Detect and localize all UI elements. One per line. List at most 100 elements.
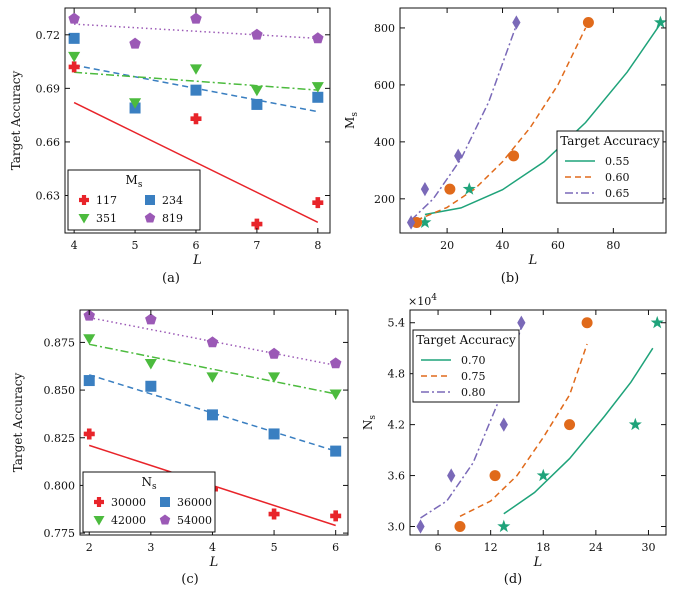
point-117-3: [312, 197, 324, 209]
panel-caption: (d): [504, 572, 522, 587]
x-tick-label: 30: [641, 541, 655, 554]
y-tick-label: 3.6: [388, 470, 406, 483]
legend: Target Accuracy 0.70 0.75 0.80: [412, 329, 520, 403]
x-tick-label: 3: [147, 541, 154, 554]
fit-line-351: [74, 71, 318, 91]
y-tick-label: 0.775: [44, 527, 76, 540]
point-42000-3: [268, 372, 281, 383]
point-30000-3: [268, 508, 280, 520]
legend-label-36000: 36000: [177, 496, 212, 509]
point-234-2: [190, 84, 202, 96]
point-0.60-3: [582, 17, 594, 29]
legend-label-351: 351: [96, 212, 117, 225]
legend: Ms 117 234 351 819: [67, 169, 201, 231]
x-tick-label: 6: [192, 239, 199, 252]
y-tick-label: 0.66: [36, 136, 61, 149]
point-42000-1: [144, 358, 157, 370]
legend-box: [412, 329, 520, 403]
point-36000-0: [83, 375, 95, 387]
x-tick-label: 4: [71, 239, 78, 252]
y-tick-label: 400: [374, 136, 395, 149]
chart-panel-c: 2 3 4 5 6 0.775 0.800 0.825 0.850 0.875 L Target Ac…: [11, 309, 349, 587]
legend-marker-36000: [160, 497, 170, 507]
x-axis-label: L: [528, 253, 538, 268]
x-axis-label: L: [209, 555, 219, 570]
point-0.65-2: [454, 148, 463, 163]
y-tick-label: 4.2: [388, 419, 406, 432]
point-117-1: [190, 113, 202, 125]
x-tick-label: 12: [484, 541, 498, 554]
point-0.55-2: [653, 15, 667, 29]
x-axis-label: L: [533, 555, 543, 570]
point-0.60-2: [508, 150, 520, 162]
point-0.80-3: [517, 315, 526, 330]
legend-label-234: 234: [162, 194, 183, 207]
legend-box: [556, 130, 664, 204]
legend-label-30000: 30000: [111, 496, 146, 509]
y-tick-label: 0.72: [36, 29, 61, 42]
fit-line-36000: [88, 374, 336, 452]
point-42000-4: [329, 389, 342, 400]
fit-line-0.55: [424, 23, 662, 216]
legend-label-0.80: 0.80: [461, 386, 486, 399]
point-0.70-0: [497, 519, 511, 533]
legend-label-0.75: 0.75: [461, 370, 486, 383]
point-42000-2: [206, 372, 219, 383]
point-0.80-0: [416, 519, 425, 534]
legend-label-54000: 54000: [177, 514, 212, 527]
legend-title: Target Accuracy: [416, 333, 516, 347]
y-tick-label: 5.4: [388, 317, 406, 330]
point-0.60-1: [444, 183, 456, 195]
point-0.80-2: [499, 417, 508, 432]
x-tick-label: 40: [496, 239, 510, 252]
y-tick-label: 200: [374, 193, 395, 206]
legend-title: Ns: [141, 475, 157, 492]
panel-caption: (b): [501, 271, 519, 286]
y-tick-label: 800: [374, 22, 395, 35]
legend-label-0.70: 0.70: [461, 354, 486, 367]
fit-line-117: [73, 101, 319, 223]
legend-box: [67, 169, 201, 231]
legend-marker-819: [144, 212, 156, 223]
point-36000-3: [268, 428, 280, 440]
axes-frame: [64, 7, 331, 234]
y-tick-label: 0.875: [44, 336, 76, 349]
legend: Ns 30000 36000 42000 54000: [82, 471, 216, 533]
point-0.75-3: [581, 317, 593, 329]
point-54000-3: [268, 347, 280, 359]
point-819-0: [68, 12, 80, 24]
point-36000-4: [330, 445, 342, 457]
point-42000-0: [83, 334, 96, 345]
x-tick-label: 4: [209, 541, 216, 554]
chart-panel-a: 4 5 6 7 8 0.63 0.66 0.69 0.72 L Target Accuracy (a)…: [9, 7, 331, 286]
x-tick-label: 8: [314, 239, 321, 252]
chart-panel-b: 20 40 60 80 200 400 600 800 L Ms (b) Target Accurac…: [343, 7, 667, 286]
x-tick-label: 7: [253, 239, 260, 252]
legend-label-0.65: 0.65: [605, 187, 630, 200]
legend-label-42000: 42000: [111, 514, 146, 527]
y-tick-label: 0.63: [36, 190, 61, 203]
point-0.80-1: [447, 468, 456, 483]
point-351-2: [189, 64, 203, 75]
legend: Target Accuracy 0.55 0.60 0.65: [556, 130, 664, 204]
y-tick-label: 4.8: [388, 368, 406, 381]
legend-title: Target Accuracy: [560, 134, 660, 148]
point-36000-1: [145, 380, 157, 392]
point-819-2: [190, 12, 202, 24]
fit-line-0.75: [459, 343, 588, 517]
y-tick-label: 0.850: [44, 384, 76, 397]
point-351-3: [250, 85, 263, 97]
panel-caption: (c): [181, 572, 198, 587]
legend-label-819: 819: [162, 212, 183, 225]
fit-line-42000: [89, 343, 336, 395]
point-0.75-0: [454, 521, 466, 533]
legend-box: [82, 471, 216, 533]
point-351-4: [311, 82, 324, 93]
y-exponent-label: ×104: [408, 293, 437, 308]
point-30000-4: [330, 510, 342, 522]
point-0.55-0: [418, 215, 432, 229]
y-axis-label: Ms: [343, 112, 360, 129]
point-54000-2: [206, 336, 219, 348]
point-819-4: [312, 32, 324, 44]
axes-frame: [79, 309, 349, 536]
